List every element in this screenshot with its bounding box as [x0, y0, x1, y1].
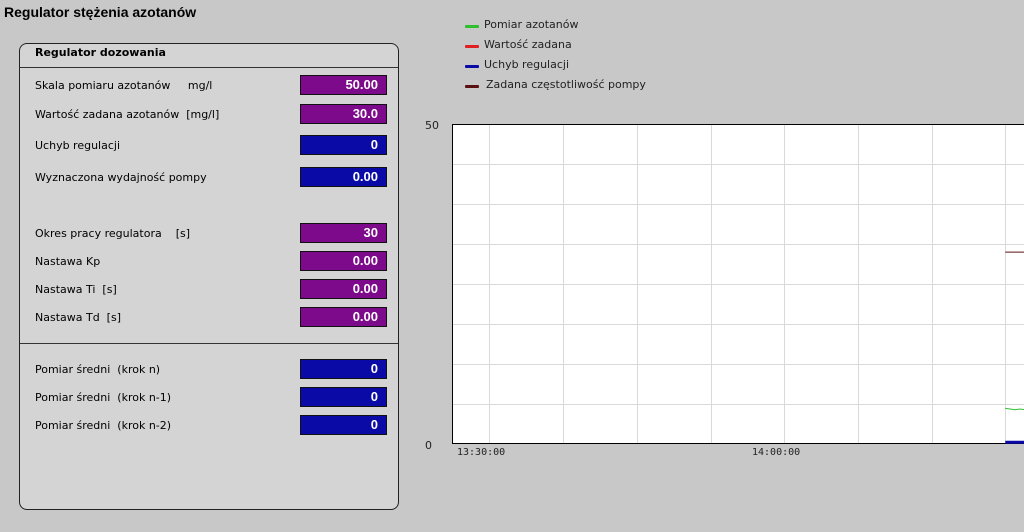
legend-swatch-setpoint — [465, 45, 479, 48]
row-label-nitrate-setpoint: Wartość zadana azotanów [mg/l] — [35, 108, 220, 121]
row-label-nitrate-scale: Skala pomiaru azotanów mg/l — [35, 79, 213, 92]
y-tick-max: 50 — [425, 119, 439, 132]
panel-title: Regulator dozowania — [35, 46, 166, 59]
legend-label-setpoint: Wartość zadana — [484, 38, 572, 51]
row-label-avg-n2: Pomiar średni (krok n-2) — [35, 419, 172, 432]
x-tick-1330: 13:30:00 — [457, 447, 506, 458]
panel-section-divider — [20, 343, 398, 344]
nitrate-scale-field[interactable]: 50.00 — [300, 75, 387, 95]
row-label-pump-output: Wyznaczona wydajność pompy — [35, 171, 207, 184]
trend-chart — [452, 124, 1024, 444]
page-title: Regulator stężenia azotanów — [4, 4, 197, 20]
row-label-avg-n: Pomiar średni (krok n) — [35, 363, 161, 376]
y-tick-min: 0 — [425, 439, 432, 452]
x-tick-1400: 14:00:00 — [752, 447, 801, 458]
row-label-td: Nastawa Td [s] — [35, 311, 121, 324]
panel-title-divider — [20, 67, 398, 68]
row-label-kp: Nastawa Kp — [35, 255, 101, 268]
avg-n2-display: 0 — [300, 415, 387, 435]
legend-swatch-control-error — [465, 65, 479, 68]
pump-output-display: 0.00 — [300, 167, 387, 187]
control-error-display: 0 — [300, 135, 387, 155]
td-field[interactable]: 0.00 — [300, 307, 387, 327]
avg-n1-display: 0 — [300, 387, 387, 407]
legend-swatch-nitrate-measurement — [465, 25, 479, 28]
dosing-regulator-panel: Regulator dozowania Skala pomiaru azotan… — [19, 43, 399, 510]
row-label-avg-n1: Pomiar średni (krok n-1) — [35, 391, 172, 404]
legend-label-pump-frequency: Zadana częstotliwość pompy — [486, 78, 646, 91]
legend-swatch-pump-frequency — [465, 85, 479, 88]
nitrate-setpoint-field[interactable]: 30.0 — [300, 104, 387, 124]
row-label-ti: Nastawa Ti [s] — [35, 283, 117, 296]
series-line-0 — [1005, 407, 1024, 411]
legend-label-control-error: Uchyb regulacji — [484, 58, 570, 71]
kp-field[interactable]: 0.00 — [300, 251, 387, 271]
row-label-regulator-period: Okres pracy regulatora [s] — [35, 227, 191, 240]
avg-n-display: 0 — [300, 359, 387, 379]
row-label-control-error: Uchyb regulacji — [35, 139, 121, 152]
regulator-period-field[interactable]: 30 — [300, 223, 387, 243]
ti-field[interactable]: 0.00 — [300, 279, 387, 299]
legend-label-nitrate-measurement: Pomiar azotanów — [484, 18, 579, 31]
